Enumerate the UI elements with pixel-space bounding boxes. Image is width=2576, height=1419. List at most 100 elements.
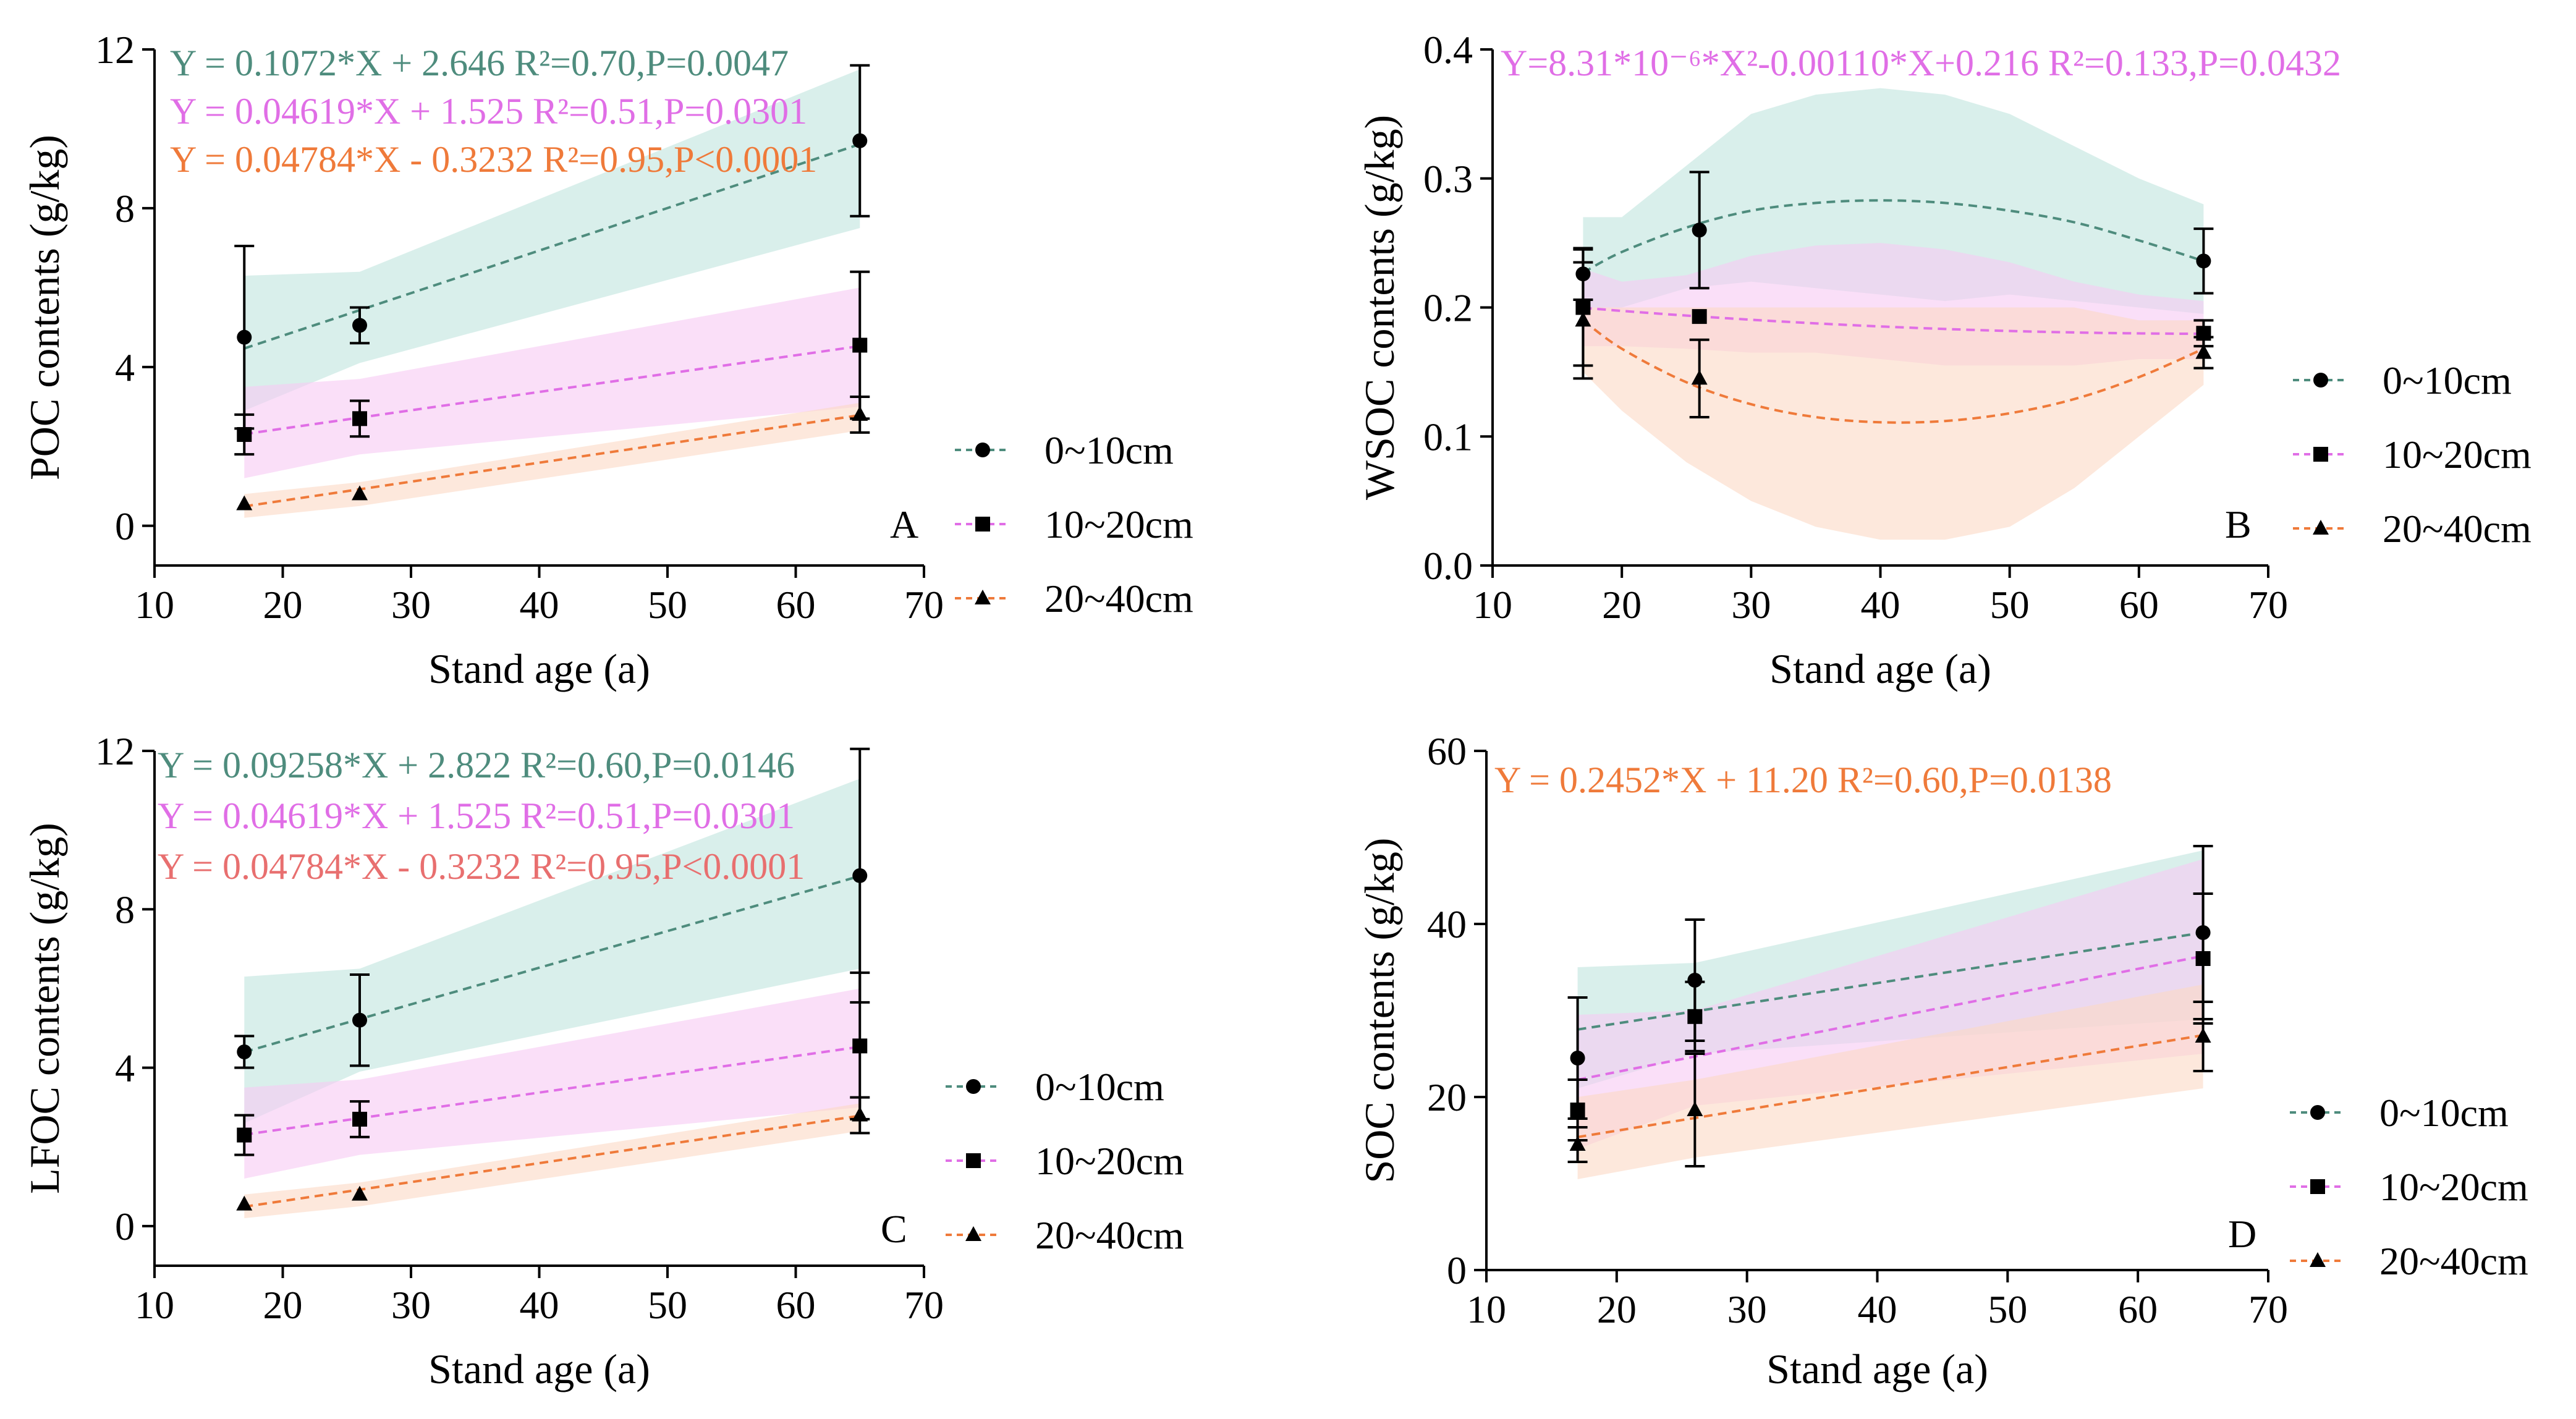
panel-c-legend-marker-0-10cm — [966, 1079, 981, 1094]
panel-d-legend-item-0-10cm: 0~10cm — [2290, 1091, 2509, 1135]
panel-b-legend-item-10-20cm: 10~20cm — [2293, 433, 2532, 477]
panel-a-legend-marker-20-40cm — [975, 590, 991, 604]
panel-c-fit-line-10-20cm — [244, 1045, 860, 1136]
panel-d-x-tick-label-1: 20 — [1597, 1287, 1637, 1331]
panel-b-x-tick-label-2: 30 — [1731, 583, 1771, 627]
panel-c-y-tick-label-1: 4 — [115, 1046, 135, 1090]
panel-b-point-20-40cm-1 — [1691, 370, 1708, 385]
panel-b-legend-item-20-40cm: 20~40cm — [2293, 507, 2532, 551]
panel-a-equation-0-10cm: Y = 0.1072*X + 2.646 R²=0.70,P=0.0047 — [170, 43, 789, 83]
panel-b-legend-label-10-20cm: 10~20cm — [2383, 433, 2532, 477]
panel-d-point-20-40cm-2 — [2195, 1028, 2211, 1043]
panel-a-legend-item-0-10cm: 0~10cm — [955, 428, 1174, 472]
panel-a-chart: 10 20 30 40 50 60 70 0 4 8 12 Stand age (a) POC cont… — [21, 28, 1193, 692]
panel-c-equation-10-20cm: Y = 0.04619*X + 1.525 R²=0.51,P=0.0301 — [158, 795, 795, 836]
panel-c-x-axis-title: Stand age (a) — [428, 1345, 650, 1392]
panel-a-x-tick-label-2: 30 — [391, 583, 431, 627]
panel-a-point-10-20cm-0 — [237, 427, 252, 443]
panel-c-x-tick-label-5: 60 — [776, 1283, 816, 1327]
panel-a-legend-marker-10-20cm — [975, 517, 990, 532]
panel-c-y-tick-label-0: 0 — [115, 1205, 135, 1248]
panel-c-point-10-20cm-0 — [237, 1127, 252, 1143]
panel-c-panel-letter: C — [881, 1207, 907, 1251]
panel-c-x-tick-label-0: 10 — [135, 1283, 174, 1327]
panel-b-equation-10-20cm: Y=8.31*10⁻⁶*X²-0.00110*X+0.216 R²=0.133,… — [1501, 43, 2341, 83]
panel-b-legend-marker-0-10cm — [2313, 373, 2328, 388]
panel-c-legend-item-0-10cm: 0~10cm — [946, 1065, 1164, 1109]
panel-b-fit-line-0-10cm — [1582, 199, 2205, 274]
panel-a-legend-label-0-10cm: 0~10cm — [1044, 428, 1174, 472]
panel-a-fit-line-0-10cm — [244, 143, 860, 350]
panel-a-legend-marker-0-10cm — [975, 443, 990, 457]
panel-a-band-0-10cm — [244, 69, 860, 411]
panel-a-point-20-40cm-0 — [236, 495, 253, 510]
panel-b-y-tick-label-2: 0.2 — [1423, 286, 1473, 330]
panel-b-point-20-40cm-2 — [2195, 344, 2212, 359]
panel-c-x-tick-label-1: 20 — [263, 1283, 303, 1327]
panel-b-fit-line-10-20cm — [1583, 307, 2204, 336]
panel-d-chart: 10 20 30 40 50 60 70 0 20 40 60 Stand age (a) SOC co… — [1356, 729, 2528, 1392]
panel-a-point-20-40cm-1 — [352, 485, 368, 501]
panel-b-x-tick-label-3: 40 — [1861, 583, 1900, 627]
panel-d-point-10-20cm-0 — [1570, 1103, 1585, 1117]
panel-c-x-tick-label-6: 70 — [904, 1283, 944, 1327]
panel-a-panel-letter: A — [890, 502, 918, 546]
panel-b-legend: 0~10cm 10~20cm 20~40cm — [2293, 358, 2532, 551]
panel-d-legend: 0~10cm 10~20cm 20~40cm — [2290, 1091, 2528, 1283]
panel-a-y-axis-title: POC contents (g/kg) — [21, 135, 68, 480]
panel-a-point-0-10cm-2 — [852, 133, 868, 148]
panel-c-x-tick-label-4: 50 — [648, 1283, 687, 1327]
panel-d-legend-item-10-20cm: 10~20cm — [2290, 1165, 2528, 1209]
panel-a-legend-label-10-20cm: 10~20cm — [1044, 502, 1193, 546]
panel-c-point-0-10cm-0 — [237, 1044, 252, 1059]
panel-b-y-axis-title: WSOC contents (g/kg) — [1356, 115, 1403, 500]
panel-d-y-tick-label-1: 20 — [1427, 1075, 1467, 1119]
panel-d-y-tick-label-3: 60 — [1427, 729, 1467, 773]
panel-d-equation-20-40cm: Y = 0.2452*X + 11.20 R²=0.60,P=0.0138 — [1494, 760, 2112, 800]
panel-d-legend-label-10-20cm: 10~20cm — [2379, 1165, 2528, 1209]
panel-a-band-20-40cm — [244, 402, 860, 518]
panel-b-panel-letter: B — [2225, 502, 2252, 546]
panel-c-legend-item-20-40cm: 20~40cm — [946, 1213, 1184, 1257]
panel-d-point-0-10cm-0 — [1570, 1051, 1585, 1065]
panel-a-legend-label-20-40cm: 20~40cm — [1044, 577, 1193, 621]
panel-d-x-axis-title: Stand age (a) — [1766, 1345, 1988, 1392]
panel-d-x-tick-label-0: 10 — [1467, 1287, 1506, 1331]
panel-c-point-20-40cm-1 — [352, 1185, 368, 1201]
panel-d-panel-letter: D — [2228, 1212, 2256, 1256]
panel-b-y-tick-label-3: 0.3 — [1423, 157, 1473, 201]
panel-c-legend-marker-20-40cm — [965, 1226, 981, 1241]
panel-b-x-tick-label-6: 70 — [2248, 583, 2288, 627]
panel-d-x-tick-label-5: 60 — [2118, 1287, 2158, 1331]
panel-b-legend-marker-20-40cm — [2313, 520, 2329, 535]
panel-a-fit-line-10-20cm — [244, 345, 860, 436]
panel-d-y-tick-label-2: 40 — [1427, 902, 1467, 946]
panel-d-fit-line-10-20cm — [1577, 954, 2203, 1081]
panel-d-point-0-10cm-1 — [1687, 973, 1703, 988]
panel-a-equation-10-20cm: Y = 0.04619*X + 1.525 R²=0.51,P=0.0301 — [170, 91, 807, 132]
panel-b-point-10-20cm-1 — [1692, 309, 1707, 324]
panel-c-equation-20-40cm: Y = 0.04784*X - 0.3232 R²=0.95,P<0.0001 — [158, 846, 805, 887]
panel-b-x-tick-label-0: 10 — [1473, 583, 1512, 627]
panel-c-band-10-20cm — [244, 988, 860, 1179]
panel-b-chart: 10 20 30 40 50 60 70 0.0 0.1 0.2 0.3 0.4 Stand age (… — [1356, 28, 2532, 692]
panel-d-fit-line-0-10cm — [1577, 931, 2203, 1031]
panel-a-y-tick-label-0: 0 — [115, 504, 135, 548]
panel-c-legend-label-10-20cm: 10~20cm — [1035, 1139, 1184, 1183]
panel-a-x-tick-label-1: 20 — [263, 583, 303, 627]
panel-a-legend-item-10-20cm: 10~20cm — [955, 502, 1193, 546]
panel-a-x-tick-label-4: 50 — [648, 583, 687, 627]
panel-c-equation-0-10cm: Y = 0.09258*X + 2.822 R²=0.60,P=0.0146 — [158, 745, 795, 786]
panel-c-point-10-20cm-1 — [352, 1111, 367, 1127]
panel-d-legend-label-20-40cm: 20~40cm — [2379, 1239, 2528, 1283]
panel-d-band-20-40cm — [1577, 985, 2203, 1179]
panel-b-y-tick-label-0: 0.0 — [1423, 544, 1473, 588]
panel-c-legend-label-20-40cm: 20~40cm — [1035, 1213, 1184, 1257]
panel-a-y-tick-label-2: 8 — [115, 187, 135, 231]
panel-c-point-10-20cm-2 — [852, 1038, 868, 1054]
panel-d-legend-marker-10-20cm — [2310, 1179, 2325, 1194]
panel-a-x-tick-label-5: 60 — [776, 583, 816, 627]
panel-c-x-tick-label-2: 30 — [391, 1283, 431, 1327]
panel-a-point-0-10cm-0 — [237, 329, 252, 345]
